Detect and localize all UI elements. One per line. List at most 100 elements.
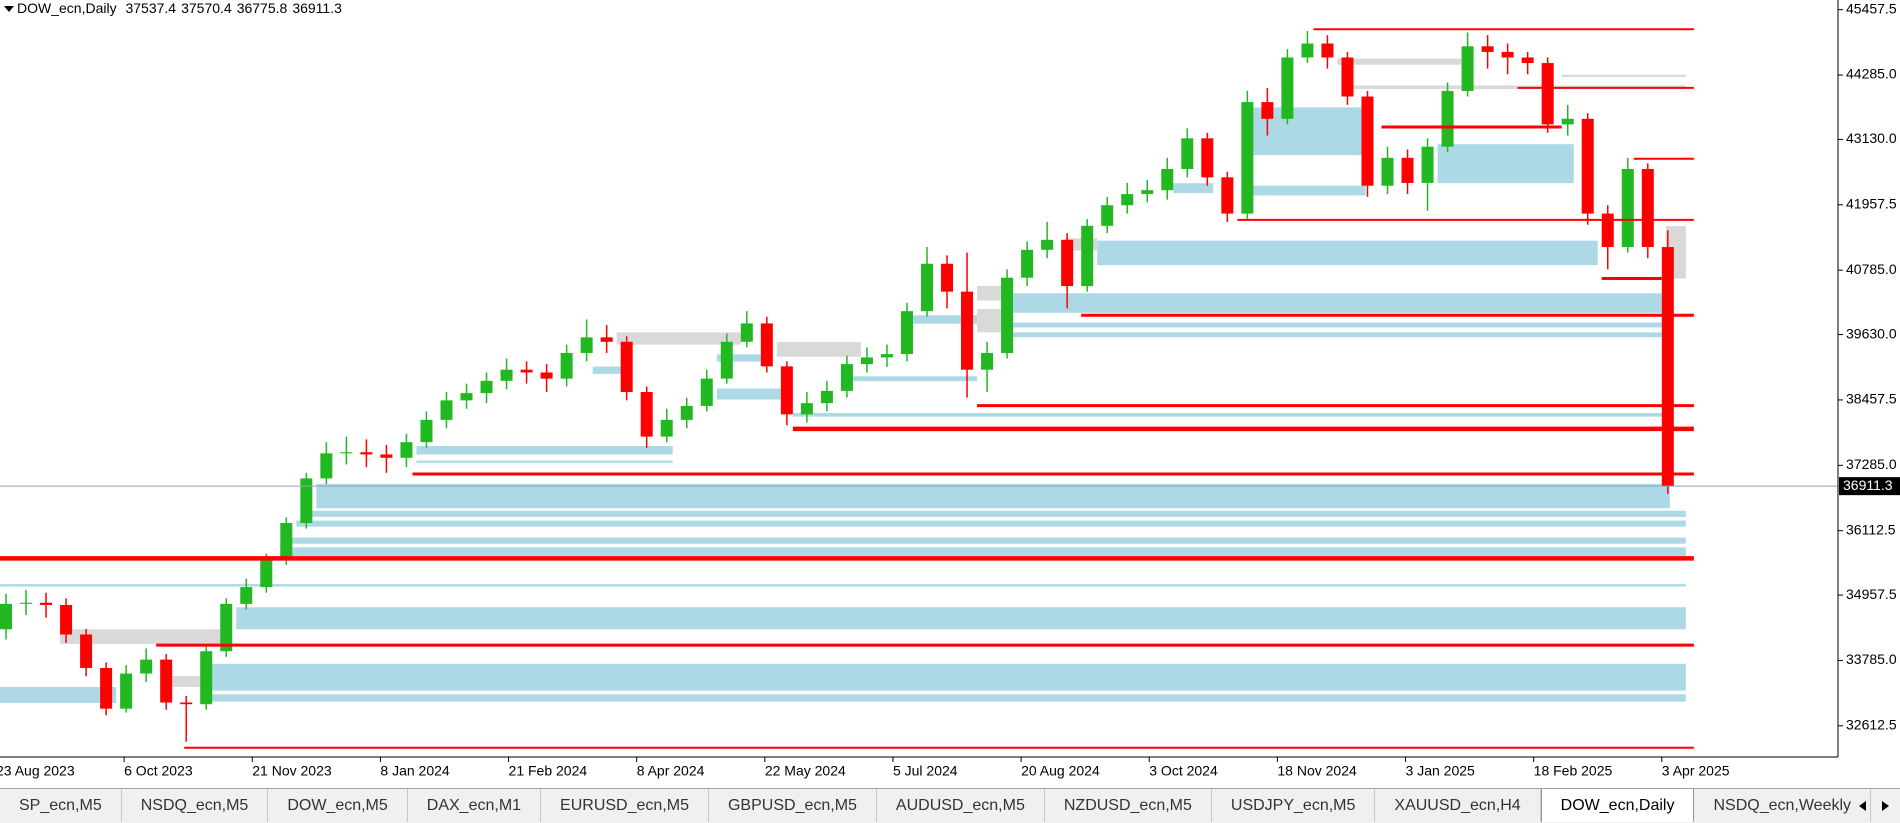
candle-body [1041,239,1054,250]
candle-body [180,702,193,705]
candle-body [140,659,153,674]
zone [1345,85,1686,90]
tab[interactable]: DOW_ecn,Daily [1540,789,1695,822]
candle-body [540,372,553,379]
last-low: 36775.8 [236,0,288,16]
candle-body [1661,247,1674,487]
candle-body [580,337,593,353]
candle-body [961,291,974,370]
zone [776,342,861,357]
x-tick-label: 8 Jan 2024 [380,763,449,779]
levels [0,28,1838,749]
tab[interactable]: SP_ecn,M5 [0,789,122,822]
zone [60,629,225,644]
candle-body [880,354,893,358]
candle-body [280,523,293,560]
candle-body [400,442,413,458]
zones [0,58,1686,703]
candle-body [900,311,913,355]
candle-body [981,352,994,370]
zone [716,388,781,400]
zone [977,309,1006,333]
menu-triangle[interactable] [4,4,14,14]
zone [616,332,741,345]
candle-body [780,366,793,415]
candle-body [1161,168,1174,191]
scroll-left[interactable] [1859,801,1866,811]
zone [792,413,1670,417]
candle-body [520,369,533,373]
candle-body [660,419,673,437]
zone [716,354,769,362]
zone [0,584,1686,587]
candle-body [120,673,133,709]
zone [168,675,205,688]
zone [1005,322,1662,328]
candle-body [100,667,113,709]
candle-body [680,405,693,420]
candle-body [1521,57,1534,64]
candle-body [220,603,233,652]
tab[interactable]: AUDUSD_ecn,M5 [877,789,1045,822]
x-tick-label: 5 Jul 2024 [893,763,958,779]
tab[interactable]: XAUUSD_ecn,H4 [1375,789,1541,822]
zone [0,687,117,703]
candle-body [1181,138,1194,169]
price-label: 36911.3 [1843,477,1893,493]
tab[interactable]: EURUSD_ecn,M5 [541,789,709,822]
x-tick-label: 21 Nov 2023 [252,763,332,779]
zone [1173,183,1214,194]
candle-body [240,587,253,604]
candle-body [340,452,353,454]
candle-body [1381,157,1394,186]
tab[interactable]: NSDQ_ecn,Weekly [1694,789,1872,822]
candle-body [1001,277,1014,353]
zone [208,663,1686,691]
candle-body [480,380,493,394]
candle-body [1261,102,1274,119]
tab[interactable]: GBPUSD_ecn,M5 [709,789,877,822]
candle-body [1481,46,1494,52]
x-tick-label: 18 Feb 2025 [1534,763,1613,779]
candle-body [740,323,753,342]
candle-body [20,602,33,604]
candle-body [420,419,433,443]
candle-body [1581,118,1594,214]
x-tick-label: 23 Aug 2023 [0,763,75,779]
candle-body [1201,138,1214,178]
axes: 45457.5 44285.0 43130.0 41957.5 40785.0 39630… [0,0,1900,779]
x-tick-label: 21 Feb 2024 [509,763,588,779]
tab-bar: SP_ecn,M5 NSDQ_ecn,M5 DOW_ecn,M5 DAX_ecn,M1… [0,788,1900,823]
candle-body [1501,51,1514,58]
tab[interactable]: NSDQ_ecn,M5 [122,789,269,822]
candle-body [1561,118,1574,125]
candle-body [40,602,53,605]
candle-body [1141,190,1154,195]
candle-body [800,403,813,415]
zone [304,510,1686,517]
zone [236,607,1686,630]
zone [1337,58,1462,65]
candle-body [1301,43,1314,58]
candle-body [1361,96,1374,186]
candle-body [640,391,653,437]
candle-body [1101,205,1114,226]
candle-body [941,263,954,292]
candle-body [260,559,273,588]
candle-body [820,390,833,404]
zone [1561,74,1686,77]
tab[interactable]: NZDUSD_ecn,M5 [1045,789,1212,822]
y-tick-label: 36112.5 [1846,521,1896,537]
x-tick-label: 3 Apr 2025 [1662,763,1730,779]
candle-body [1061,239,1074,287]
chart: 45457.5 44285.0 43130.0 41957.5 40785.0 39630… [0,0,1900,779]
scroll-right[interactable] [1882,801,1889,811]
candle-body [460,393,473,401]
candle-body [720,341,733,379]
candle-body [1601,213,1614,248]
candle-body [160,659,173,703]
tab[interactable]: DOW_ecn,M5 [268,789,408,822]
tab[interactable]: DAX_ecn,M1 [408,789,542,822]
candle-body [860,357,873,365]
tab[interactable]: USDJPY_ecn,M5 [1212,789,1376,822]
